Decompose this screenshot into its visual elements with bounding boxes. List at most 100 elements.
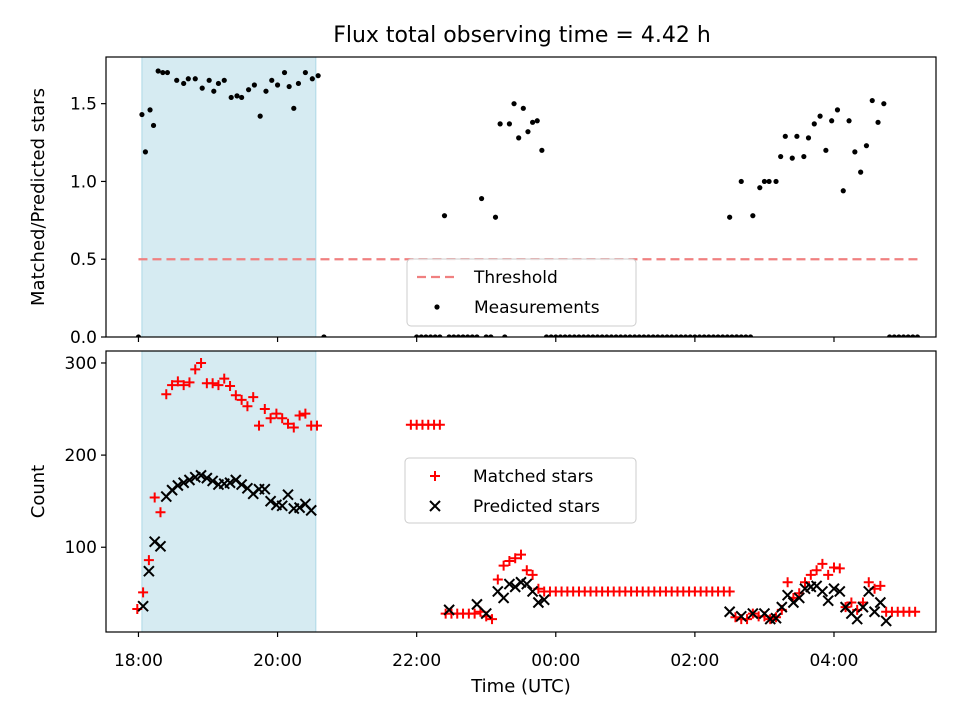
- measurement-point: [228, 94, 234, 101]
- matched-star-marker: [190, 364, 201, 375]
- measurement-point: [427, 334, 434, 337]
- axes-frame: [105, 350, 937, 633]
- measurement-point: [174, 77, 180, 83]
- matched-star-marker: [265, 413, 276, 424]
- measurement-point: [811, 121, 817, 127]
- measurement-point: [418, 334, 424, 337]
- measurement-point: [520, 105, 526, 111]
- x-tick-label: 00:00: [531, 651, 580, 671]
- measurement-point: [766, 178, 772, 185]
- measurement-point: [673, 334, 679, 337]
- legend-matched-label: Matched stars: [473, 467, 593, 487]
- matched-star-marker: [225, 381, 236, 392]
- measurement-point: [155, 68, 161, 74]
- measurement-point: [302, 69, 308, 76]
- y-axis-label: Matched/Predicted stars: [28, 88, 49, 306]
- panel-plot-area: [132, 351, 921, 632]
- measurement-point: [451, 334, 457, 337]
- measurement-point: [738, 178, 744, 185]
- y-tick-label: 1.0: [70, 172, 97, 192]
- predicted-star-marker: [822, 594, 834, 607]
- count-legend: Matched stars Predicted stars: [404, 457, 637, 524]
- measurement-point: [655, 334, 661, 337]
- measurement-point: [281, 69, 288, 76]
- predicted-star-marker: [538, 594, 550, 606]
- matched-star-marker: [149, 492, 160, 503]
- matched-star-marker: [487, 614, 498, 625]
- measurement-point: [315, 73, 321, 79]
- measurement-point: [715, 334, 721, 337]
- predicted-star-marker: [816, 585, 829, 598]
- measurement-point: [900, 334, 907, 337]
- matched-star-marker: [282, 418, 293, 429]
- measurement-point: [773, 178, 779, 185]
- x-tick-label: 20:00: [253, 651, 302, 671]
- predicted-star-marker: [723, 606, 736, 618]
- matched-star-marker: [800, 577, 811, 588]
- predicted-star-marker: [206, 475, 219, 487]
- measurement-point: [164, 69, 171, 76]
- predicted-star-marker: [183, 474, 196, 486]
- measurement-point: [525, 129, 531, 135]
- measurement-point: [478, 195, 485, 202]
- measurement-point: [710, 334, 717, 337]
- predicted-star-marker: [532, 596, 545, 609]
- matched-star-marker: [492, 574, 503, 585]
- measurement-point: [613, 334, 619, 337]
- measurement-point: [659, 334, 666, 337]
- y-tick-label: 0.0: [70, 328, 97, 348]
- matched-star-marker: [236, 394, 247, 405]
- measurement-point: [905, 334, 911, 337]
- measurement-point: [135, 334, 142, 337]
- predicted-star-marker: [305, 504, 317, 517]
- measurement-point: [599, 334, 605, 337]
- measurement-point: [834, 107, 841, 113]
- matched-star-marker: [811, 565, 822, 576]
- legend-box: [406, 258, 637, 327]
- predicted-star-marker: [770, 612, 782, 624]
- predicted-star-marker: [747, 607, 759, 620]
- measurement-point: [441, 213, 448, 219]
- measurement-point: [571, 334, 577, 337]
- measurement-point: [580, 334, 587, 337]
- predicted-star-marker: [497, 592, 510, 604]
- measurement-point: [423, 334, 429, 337]
- measurement-point: [269, 77, 275, 83]
- predicted-star-marker: [793, 592, 805, 604]
- measurement-point: [286, 83, 292, 90]
- measurement-point: [488, 334, 494, 337]
- measurement-point: [805, 135, 812, 141]
- measurement-point: [455, 334, 462, 337]
- matched-star-marker: [498, 560, 509, 571]
- measurement-point: [794, 133, 800, 139]
- matched-star-marker: [910, 606, 921, 617]
- predicted-star-marker: [834, 585, 846, 598]
- measurement-point: [887, 334, 893, 337]
- predicted-star-marker: [195, 469, 207, 482]
- predicted-star-marker: [503, 578, 516, 590]
- measurement-point: [801, 153, 807, 160]
- measurement-point: [185, 76, 191, 82]
- measurement-point: [747, 334, 754, 337]
- measurement-point: [585, 334, 591, 337]
- measurement-point: [295, 80, 302, 87]
- predicted-star-marker: [828, 582, 840, 595]
- measurement-point: [590, 334, 596, 337]
- measurement-point: [891, 334, 897, 337]
- measurement-point: [664, 334, 670, 337]
- measurement-point: [720, 334, 726, 337]
- y-tick-label: 1.5: [70, 95, 97, 115]
- measurement-point: [557, 334, 564, 337]
- measurement-point: [139, 111, 145, 118]
- measurement-point: [650, 334, 656, 337]
- matched-star-marker: [207, 378, 218, 389]
- measurement-point: [706, 334, 712, 337]
- ratio-panel: 0.0 0.5 1.0 1.5 Matched/Predicted stars Thres…: [28, 56, 937, 348]
- matched-star-marker: [230, 390, 241, 401]
- measurement-point: [696, 334, 703, 337]
- measurement-point: [432, 334, 438, 337]
- matched-star-marker: [817, 558, 828, 569]
- measurement-point: [181, 80, 187, 87]
- measurement-point: [506, 121, 513, 127]
- x-axis-label: Time (UTC): [470, 676, 571, 697]
